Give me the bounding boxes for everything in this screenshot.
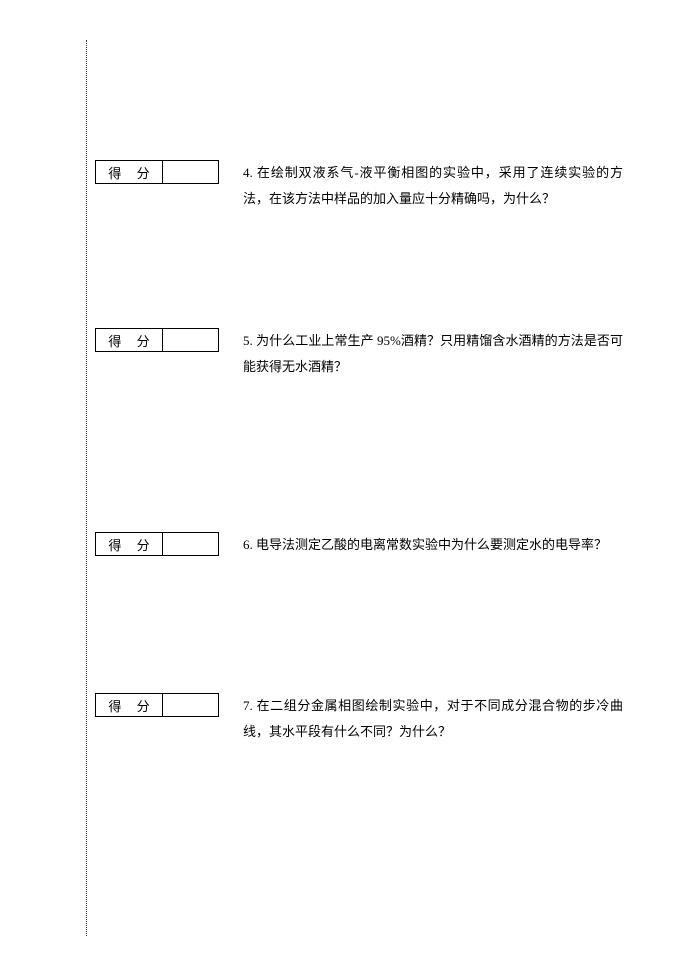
question-text: 6. 电导法测定乙酸的电离常数实验中为什么要测定水的电导率？ [243,532,623,558]
question-text: 7. 在二组分金属相图绘制实验中，对于不同成分混合物的步冷曲线，其水平段有什么不… [243,693,623,745]
question-body: 在二组分金属相图绘制实验中，对于不同成分混合物的步冷曲线，其水平段有什么不同？为… [243,698,623,739]
question-number: 5. [243,333,253,348]
score-value [163,694,219,717]
question-block: 得 分 6. 电导法测定乙酸的电离常数实验中为什么要测定水的电导率？ [95,532,630,558]
question-text: 5. 为什么工业上常生产 95%酒精？只用精馏含水酒精的方法是否可能获得无水酒精… [243,328,623,380]
score-box: 得 分 [95,160,219,184]
question-block: 得 分 5. 为什么工业上常生产 95%酒精？只用精馏含水酒精的方法是否可能获得… [95,328,630,380]
score-value [163,161,219,184]
content-area: 得 分 4. 在绘制双液系气-液平衡相图的实验中，采用了连续实验的方法，在该方法… [95,0,630,976]
question-text: 4. 在绘制双液系气-液平衡相图的实验中，采用了连续实验的方法，在该方法中样品的… [243,160,623,212]
question-block: 得 分 7. 在二组分金属相图绘制实验中，对于不同成分混合物的步冷曲线，其水平段… [95,693,630,745]
score-box: 得 分 [95,693,219,717]
question-number: 4. [243,165,253,180]
question-number: 6. [243,537,253,552]
score-box: 得 分 [95,328,219,352]
question-number: 7. [243,698,253,713]
score-label: 得 分 [96,533,163,556]
question-block: 得 分 4. 在绘制双液系气-液平衡相图的实验中，采用了连续实验的方法，在该方法… [95,160,630,212]
question-body: 为什么工业上常生产 95%酒精？只用精馏含水酒精的方法是否可能获得无水酒精？ [243,333,623,374]
score-label: 得 分 [96,161,163,184]
binding-dotted-line [86,40,88,936]
score-value [163,533,219,556]
question-body: 在绘制双液系气-液平衡相图的实验中，采用了连续实验的方法，在该方法中样品的加入量… [243,165,623,206]
score-label: 得 分 [96,694,163,717]
score-box: 得 分 [95,532,219,556]
question-body: 电导法测定乙酸的电离常数实验中为什么要测定水的电导率？ [256,537,607,552]
score-label: 得 分 [96,329,163,352]
score-value [163,329,219,352]
